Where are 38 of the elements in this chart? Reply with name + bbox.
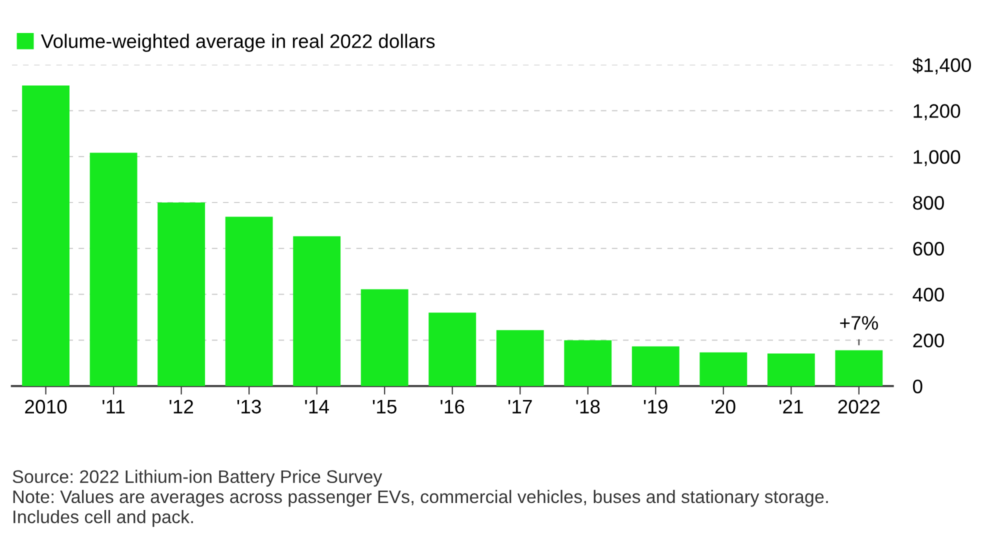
- x-tick-label: '21: [779, 400, 803, 414]
- annotation: +7%: [840, 316, 878, 330]
- x-tick-label: 2010: [25, 400, 67, 414]
- bar: [360, 289, 408, 386]
- y-tick-label: 200: [913, 334, 944, 348]
- bar: [225, 216, 273, 386]
- bar: [700, 352, 748, 386]
- bar: [22, 85, 70, 386]
- bar: [158, 202, 206, 386]
- y-tick-label: 600: [913, 242, 944, 256]
- bar: [428, 312, 476, 386]
- y-tick-label: $1,400: [912, 57, 971, 74]
- x-tick-label: '18: [576, 400, 600, 414]
- x-tick-label: '20: [712, 400, 736, 414]
- x-tick-label: '16: [440, 400, 464, 414]
- y-tick-label: 400: [912, 288, 944, 302]
- x-tick-label: 2022: [838, 400, 880, 414]
- bar: [632, 346, 680, 386]
- x-tick-label: '19: [644, 400, 668, 414]
- y-tick-label: 1,200: [914, 104, 960, 120]
- x-tick-label: '12: [170, 400, 193, 414]
- bar: [835, 350, 883, 386]
- y-tick-label: 1,000: [914, 150, 960, 166]
- bar: [496, 330, 544, 386]
- bar: [767, 354, 815, 386]
- x-tick-label: '15: [372, 400, 396, 414]
- bar: [90, 152, 138, 386]
- y-tick-label: 0: [913, 380, 922, 394]
- x-tick-label: '17: [508, 400, 532, 414]
- x-tick-label: '13: [237, 400, 261, 414]
- x-tick-label: '14: [305, 400, 329, 414]
- text: Note: Values are averages across passenger EVs, commercial vehicles, buses and stationary storage. Includes cell and pack.: [13, 490, 828, 527]
- bar: [564, 340, 612, 386]
- bar: [293, 236, 341, 386]
- legend-label: Volume-weighted average in real 2022 dollars: [40, 34, 435, 52]
- y-tick-label: 800: [913, 196, 944, 210]
- source-note: Source: 2022 Lithium-ion Battery Price Survey: [12, 470, 382, 487]
- x-tick-label: '11: [102, 400, 125, 414]
